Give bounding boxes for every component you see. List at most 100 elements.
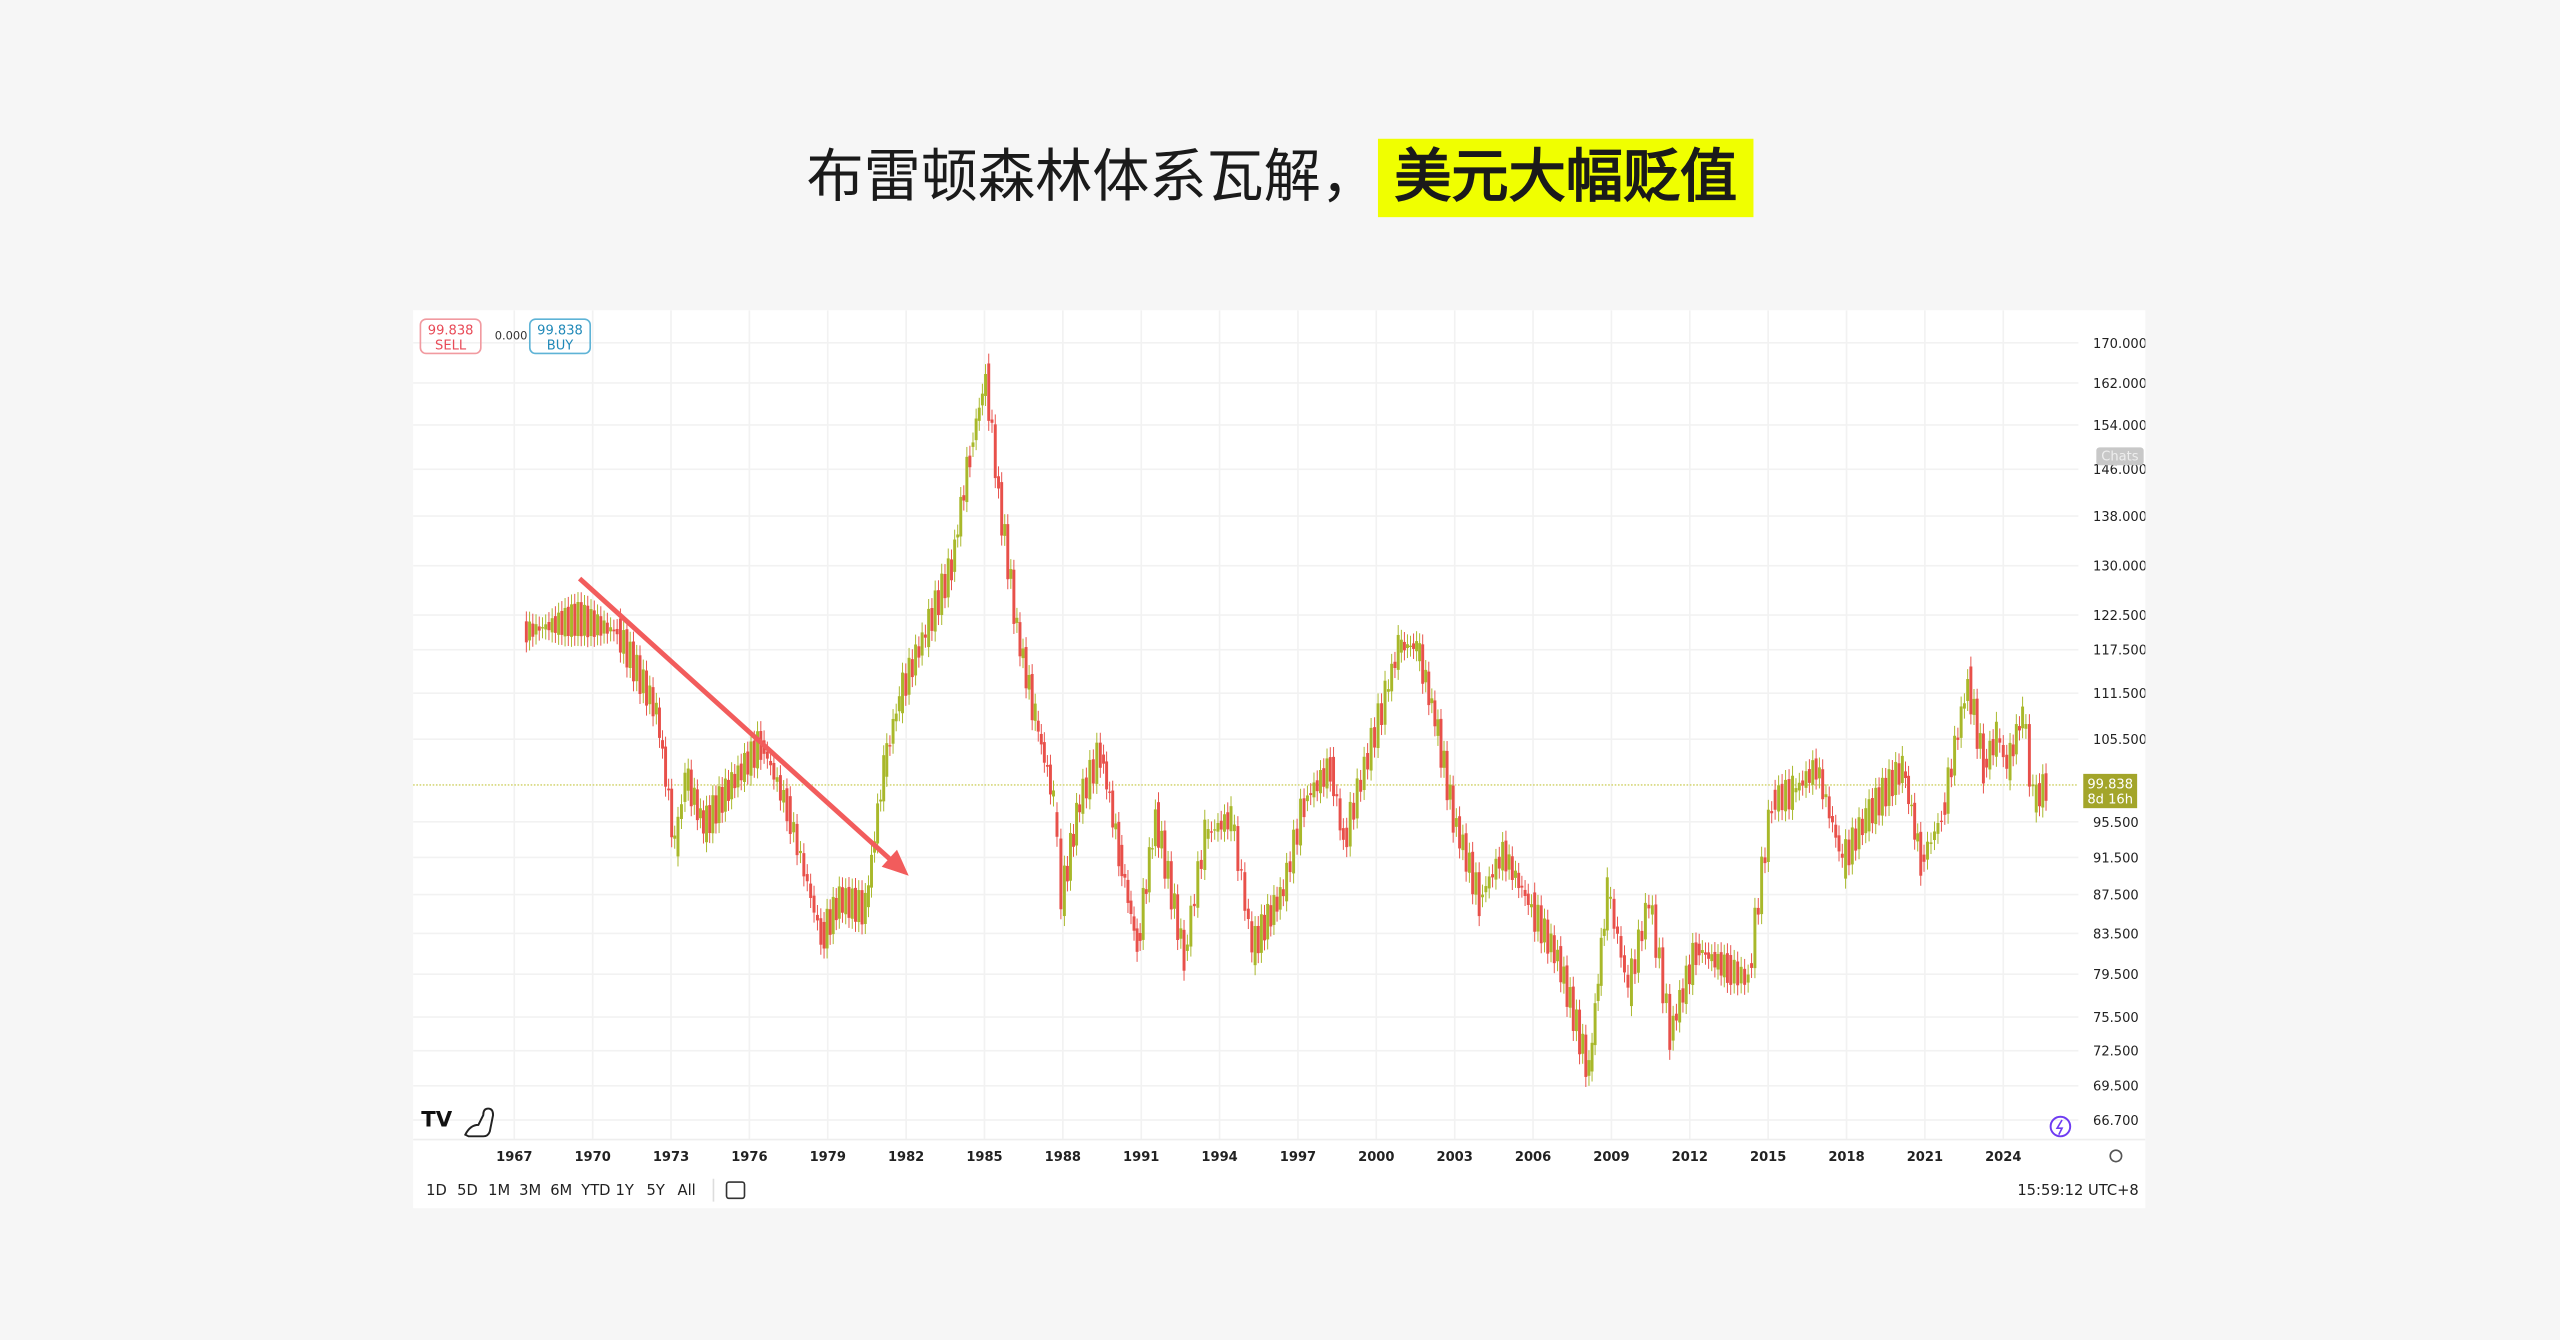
candle-body [1736,961,1740,986]
candle-body [563,607,567,637]
timeframe-3m[interactable]: 3M [519,1183,542,1200]
candle-body [1533,892,1537,932]
timeframe-all[interactable]: All [677,1183,696,1200]
candle-body [1904,771,1907,779]
y-tick-label: 162.000 [2093,377,2145,392]
candle-body [1153,809,1157,847]
y-tick-label: 95.500 [2093,816,2139,831]
candle-body [1929,842,1933,844]
candle-body [1894,761,1898,796]
candle-body [1415,641,1419,652]
buy-button[interactable]: 99.838 BUY [528,318,592,355]
timeframe-6m[interactable]: 6M [550,1183,573,1200]
candle-body [1616,926,1619,934]
candle-body [904,673,908,696]
candle-body [1196,861,1200,908]
candle-body [1867,799,1871,832]
candle-body [1487,876,1491,889]
candle-body [1897,763,1901,785]
candle-body [1042,742,1046,763]
candle-body [1494,858,1498,880]
y-tick-label: 79.500 [2093,968,2139,983]
candle-body [819,918,823,945]
candle-body [635,654,639,682]
candle-body [1223,814,1226,832]
candle-body [2041,774,2045,808]
timeframe-5y[interactable]: 5Y [646,1183,665,1200]
candle-body [1770,811,1774,814]
candle-body [2038,783,2041,807]
candle-body [1232,824,1236,832]
x-tick-label: 1967 [496,1150,532,1165]
timeframe-1y[interactable]: 1Y [615,1183,634,1200]
candle-body [1791,775,1795,810]
candle-body [1568,987,1572,1008]
candle-body [1266,903,1270,940]
timeframe-1m[interactable]: 1M [488,1183,511,1200]
timeframe-ytd[interactable]: YTD [581,1183,611,1200]
candle-body [936,590,940,616]
candle-body [1629,958,1633,1007]
candle-body [927,608,931,648]
candle-body [695,789,699,821]
candle-body [812,895,816,913]
candle-body [1643,902,1647,940]
candle-body [1864,808,1868,834]
sell-button[interactable]: 99.838 SELL [419,318,482,355]
candle-body [782,789,786,803]
timeframe-5d[interactable]: 5D [457,1183,478,1200]
candle-body [1850,827,1854,865]
sell-label: SELL [435,337,467,353]
candle-body [2011,744,2015,757]
candle-body [698,808,702,819]
candle-body [1362,756,1366,791]
candle-body [570,604,573,637]
candle-body [1596,983,1600,1001]
spread-value: 0.000 [494,329,528,343]
candle-body [1998,738,2002,743]
candle-body [1890,769,1894,797]
candle-body [1780,783,1784,811]
timeframe-1d[interactable]: 1D [426,1183,447,1200]
annotation-arrow-head [881,849,909,876]
candle-body [1887,769,1891,806]
settings-gear-icon[interactable] [2109,1149,2123,1163]
candle-body [1674,1013,1678,1021]
candle-body [1549,933,1553,953]
candle-body [1484,886,1488,893]
candle-body [1860,818,1864,836]
candle-body [1619,936,1623,958]
candle-body [1794,788,1798,793]
go-to-date-icon[interactable] [725,1181,746,1200]
candle-body [708,805,712,834]
candle-body [2008,742,2012,781]
candle-body [658,707,661,738]
lightning-icon[interactable] [2049,1115,2072,1138]
price-chart[interactable]: 1967 1970 1973 1976 1979 1982 1985 1988 1991 1994… [413,310,2146,1208]
candle-body [583,604,586,636]
candle-body [1461,834,1465,851]
candle-body [1623,955,1626,973]
candle-body [560,610,564,635]
candle-body [733,773,737,789]
candle-body [879,799,883,802]
candle-body [1213,829,1217,831]
chart-panel[interactable]: 1967 1970 1973 1976 1979 1982 1985 1988 1991 1994… [413,310,2146,1209]
candle-body [1315,780,1319,792]
candle-body [1062,865,1066,917]
candle-body [602,620,606,634]
candle-body [1807,769,1811,783]
candle-body [609,627,613,632]
lightning-bolt [2055,1119,2064,1136]
candle-body [524,621,528,643]
candle-body [631,641,635,682]
candle-body [1150,848,1154,850]
candle-body [679,804,683,819]
candle-body [1132,916,1136,931]
candle-body [980,393,984,406]
candle-body [2001,744,2005,758]
chats-button[interactable]: Chats [2096,447,2144,466]
candle-body [1256,925,1260,954]
candle-body [2044,773,2048,801]
candle-body [1907,775,1911,805]
